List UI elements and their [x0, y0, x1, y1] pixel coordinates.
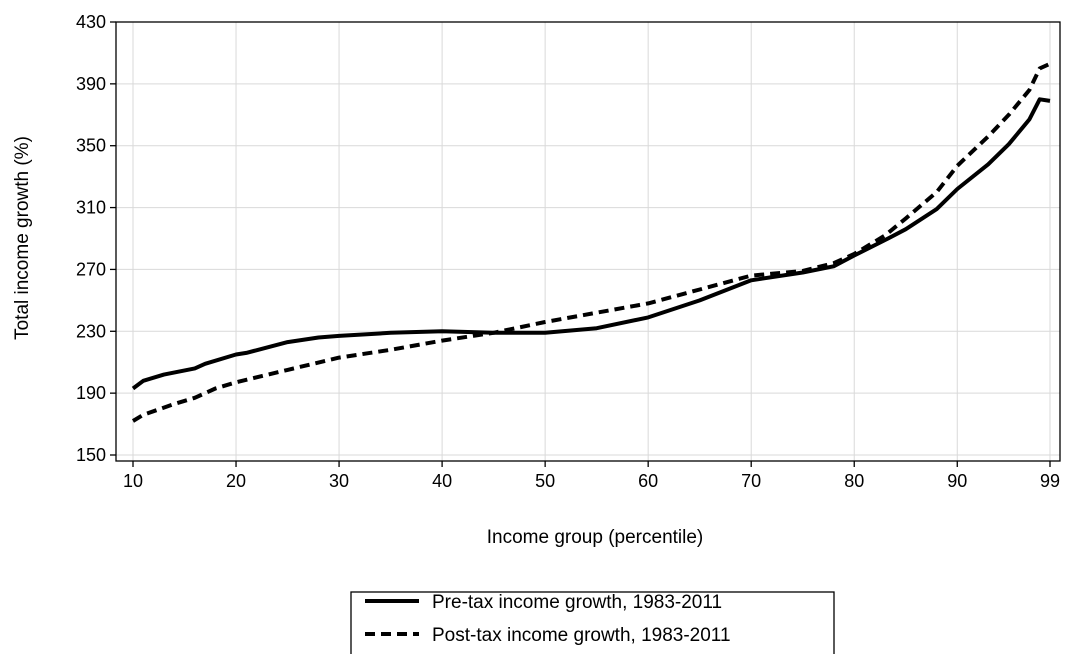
- axis-layer: 10 20 30 40 50 60 70 80 90 99 150 190 230 270 310 350 39…: [76, 12, 1060, 491]
- x-axis-title: Income group (percentile): [487, 527, 704, 548]
- y-tick-label: 270: [76, 259, 106, 279]
- x-tick-label: 10: [123, 471, 143, 491]
- series-line-post-tax: [131, 61, 1051, 423]
- x-tick-label: 90: [947, 471, 967, 491]
- legend-box: [350, 591, 835, 654]
- y-tick-label: 230: [76, 321, 106, 341]
- x-tick-label: 50: [535, 471, 555, 491]
- y-tick-label: 310: [76, 198, 106, 218]
- x-tick-label: 30: [329, 471, 349, 491]
- grid-layer: [116, 21, 1060, 461]
- y-tick-label: 150: [76, 445, 106, 465]
- x-tick-label: 70: [741, 471, 761, 491]
- y-axis-title: Total income growth (%): [12, 136, 33, 340]
- x-tick-label: 40: [432, 471, 452, 491]
- y-tick-label: 190: [76, 383, 106, 403]
- x-tick-label: 20: [226, 471, 246, 491]
- x-tick-label: 80: [844, 471, 864, 491]
- plot-frame: [115, 21, 1061, 462]
- y-tick-label: 390: [76, 74, 106, 94]
- legend-label-post-tax: Post-tax income growth, 1983-2011: [432, 625, 731, 646]
- series-layer: [131, 61, 1051, 423]
- x-tick-label: 60: [638, 471, 658, 491]
- series-line-pre-tax: [131, 97, 1051, 391]
- y-tick-label: 430: [76, 12, 106, 32]
- legend-label-pre-tax: Pre-tax income growth, 1983-2011: [432, 592, 722, 613]
- x-tick-label: 99: [1040, 471, 1060, 491]
- legend: Pre-tax income growth, 1983-2011 Post-ta…: [350, 591, 835, 654]
- y-tick-label: 350: [76, 136, 106, 156]
